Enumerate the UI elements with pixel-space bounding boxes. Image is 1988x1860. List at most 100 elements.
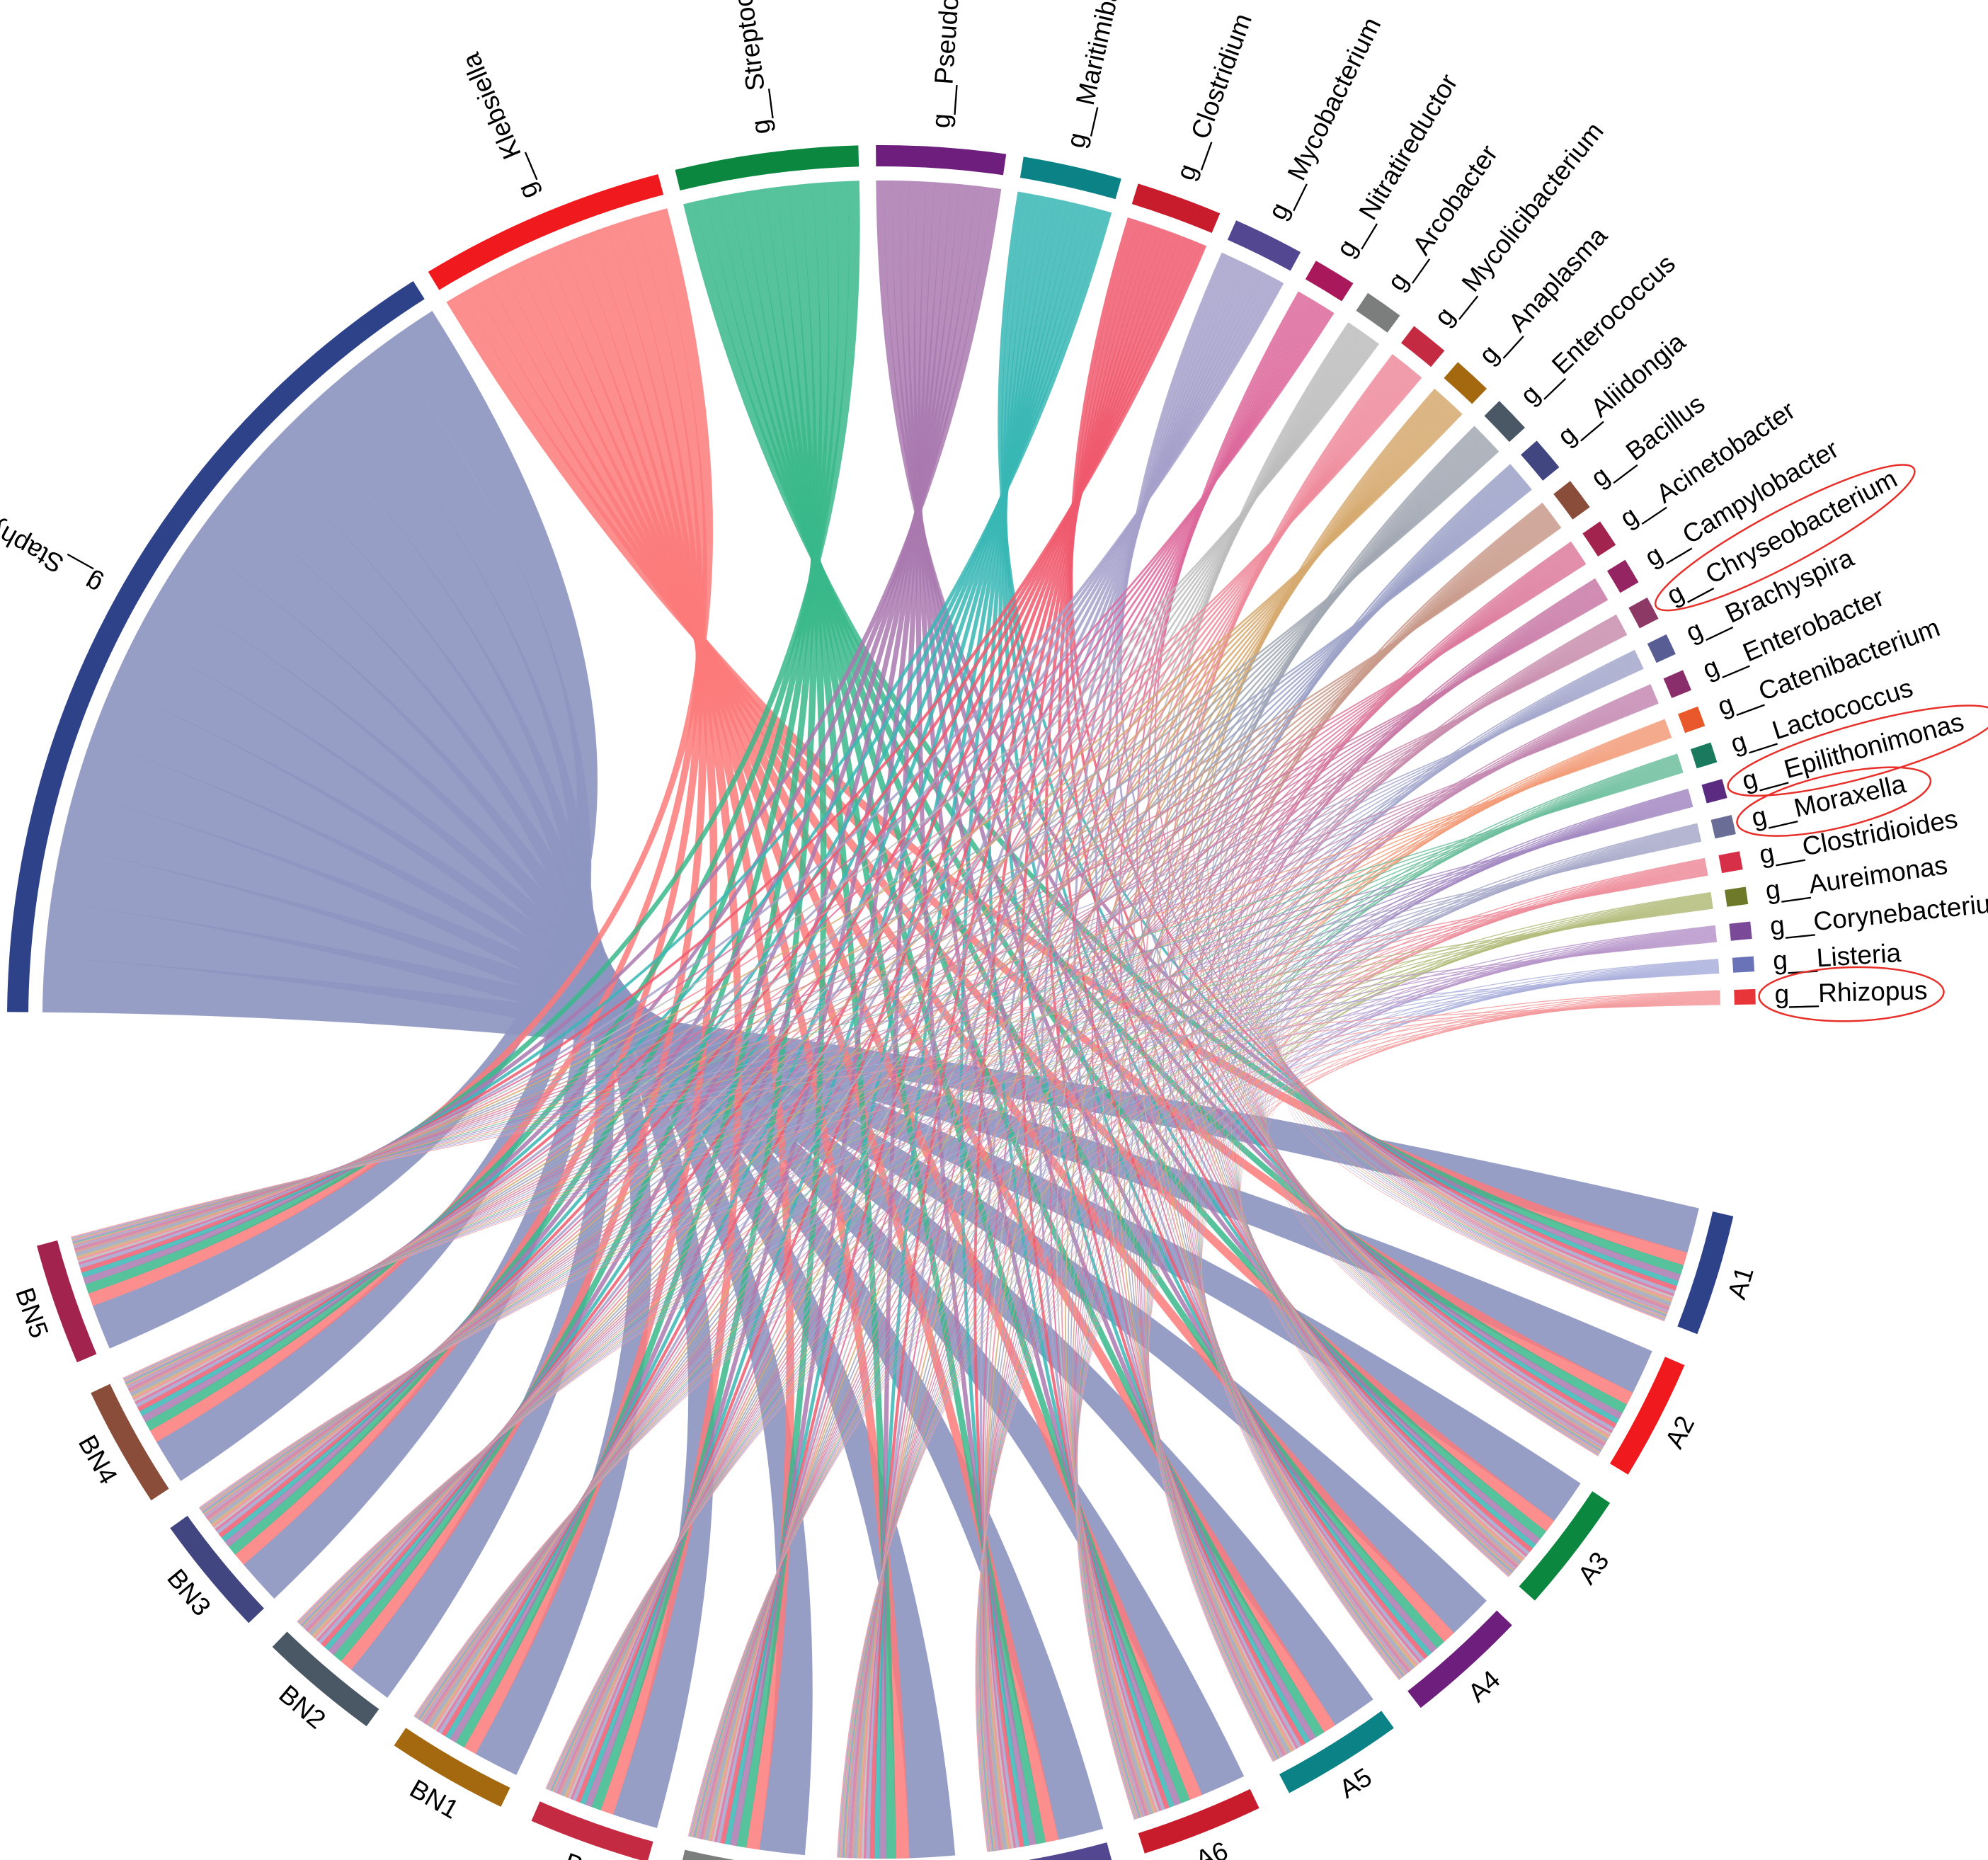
genus-arc — [1701, 779, 1727, 804]
chord-ribbon — [850, 552, 1579, 1859]
chord-ribbon — [224, 186, 986, 1548]
chord-ribbon — [127, 666, 1644, 1388]
genus-arc — [1710, 814, 1736, 839]
chord-ribbon — [861, 331, 1366, 1859]
chord-ribbon — [302, 732, 1671, 1628]
chord-ribbon — [438, 272, 1268, 1735]
sample-label: BN5 — [10, 1284, 54, 1341]
genus-arc — [1305, 261, 1354, 302]
genus-label: g__Staphylococcus — [0, 464, 107, 600]
chord-ribbon — [300, 801, 1693, 1626]
genus-arc — [876, 145, 1007, 176]
chord-ribbon — [1069, 217, 1677, 1291]
chord-ribbon — [1147, 793, 1691, 1760]
chord-ribbon — [591, 184, 819, 1811]
chord-ribbon — [707, 401, 1452, 1842]
chord-ribbon — [1253, 685, 1652, 1449]
chord-ribbon — [693, 798, 1691, 1838]
sample-arc — [272, 1631, 379, 1727]
genus-label: g__Enterococcus — [1514, 249, 1681, 410]
chord-ribbon — [709, 366, 1411, 1842]
chord-ribbon — [977, 865, 1707, 1852]
chord-ribbon — [690, 901, 1713, 1837]
genus-arc — [1400, 326, 1445, 367]
chord-ribbon — [317, 274, 1272, 1645]
chord-ribbon — [1132, 326, 1420, 1665]
chord-ribbon — [129, 524, 1560, 1393]
sample-label: A6 — [1192, 1836, 1232, 1860]
chord-ribbon — [333, 182, 830, 1662]
sample-arc — [37, 1240, 97, 1363]
chord-ribbon — [1240, 579, 1606, 1447]
sample-arc — [394, 1728, 510, 1807]
chord-ribbon — [415, 903, 1713, 1718]
genus-arc — [1678, 706, 1706, 734]
chord-ribbon — [71, 907, 1713, 1240]
chord-ribbon — [421, 662, 1642, 1723]
chord-ribbon — [212, 372, 1419, 1528]
chord-ribbon — [1141, 620, 1621, 1757]
chord-ribbon — [1201, 895, 1712, 1679]
chord-ribbon — [301, 767, 1683, 1627]
chord-ribbon — [1138, 583, 1600, 1757]
chord-ribbon — [698, 624, 1623, 1839]
chord-ribbon — [302, 697, 1657, 1629]
chord-ribbon — [1102, 327, 1359, 1750]
chord-ribbon — [416, 869, 1708, 1719]
chord-ribbon — [307, 520, 1558, 1633]
chord-ribbon — [1285, 925, 1716, 1320]
arc-layer — [7, 145, 1756, 1860]
chord-ribbon — [1264, 859, 1706, 1454]
chord-ribbon — [694, 763, 1681, 1838]
chord-ribbon — [688, 966, 1720, 1837]
sample-label: A1 — [1722, 1263, 1759, 1302]
chord-ribbon — [1282, 857, 1706, 1319]
chord-ribbon — [199, 938, 1717, 1510]
chord-ribbon — [298, 903, 1713, 1624]
chord-ribbon — [1145, 724, 1668, 1759]
chord-ribbon — [304, 629, 1626, 1631]
chord-ribbon — [88, 207, 714, 1306]
sample-label: A2 — [1659, 1411, 1700, 1453]
chord-ribbon — [978, 830, 1700, 1852]
chord-ribbon — [736, 185, 827, 1848]
chord-ribbon — [316, 307, 1327, 1642]
sample-arc — [1279, 1711, 1394, 1793]
genus-arc — [1606, 559, 1639, 593]
sample-arc — [1519, 1491, 1611, 1601]
chord-ribbon — [201, 838, 1701, 1512]
chord-ribbon — [203, 699, 1658, 1516]
chord-ribbon — [557, 554, 1582, 1795]
chord-ribbon — [570, 304, 1323, 1801]
chord-ribbon — [1075, 930, 1716, 1820]
chord-ribbon — [125, 770, 1684, 1386]
highlight-ellipse — [1736, 766, 1932, 837]
genus-arc — [1553, 481, 1590, 520]
genus-arc — [1484, 401, 1525, 443]
chord-ribbon — [74, 633, 1628, 1249]
chord-ribbon — [417, 835, 1701, 1720]
genus-label: g__Listeria — [1772, 938, 1902, 975]
chord-ribbon — [455, 183, 823, 1748]
chord-ribbon — [71, 972, 1720, 1239]
chord-ribbon — [719, 231, 1176, 1844]
chord-ribbon — [729, 192, 1325, 1738]
chord-ribbon — [423, 592, 1605, 1724]
genus-arc — [1582, 521, 1616, 557]
chord-ribbon — [324, 205, 1094, 1651]
chord-ribbon — [706, 196, 1547, 1540]
chord-ribbon — [724, 201, 1075, 1845]
chord-ribbon — [127, 632, 1627, 1389]
chord-ribbon — [1196, 389, 1610, 1439]
sample-label: A3 — [1572, 1546, 1615, 1590]
sample-arc — [170, 1515, 264, 1624]
chord-ribbon — [983, 550, 1579, 1851]
chord-ribbon — [975, 995, 1720, 1852]
chord-ribbon — [1065, 220, 1533, 1553]
chord-ribbon — [428, 443, 1493, 1728]
chord-ribbon — [124, 872, 1708, 1383]
chord-ribbon — [699, 589, 1604, 1839]
chord-ribbon — [1240, 992, 1720, 1577]
chord-ribbon — [76, 375, 1422, 1261]
